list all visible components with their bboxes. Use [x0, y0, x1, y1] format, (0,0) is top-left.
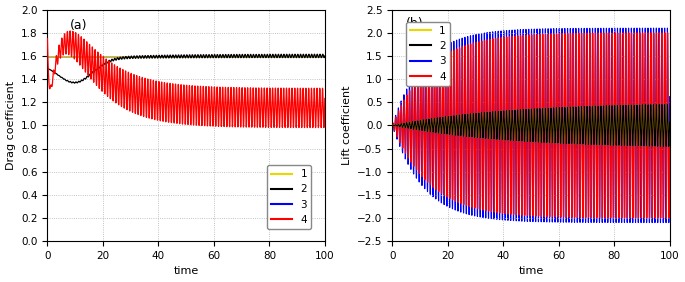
- Legend: 1, 2, 3, 4: 1, 2, 3, 4: [267, 165, 311, 229]
- Legend: 1, 2, 3, 4: 1, 2, 3, 4: [406, 22, 450, 86]
- Y-axis label: Lift coefficient: Lift coefficient: [342, 86, 351, 165]
- Text: (a): (a): [70, 19, 87, 32]
- Text: (b): (b): [406, 17, 424, 30]
- X-axis label: time: time: [519, 266, 544, 276]
- X-axis label: time: time: [173, 266, 199, 276]
- Y-axis label: Drag coefficient: Drag coefficient: [5, 81, 16, 170]
